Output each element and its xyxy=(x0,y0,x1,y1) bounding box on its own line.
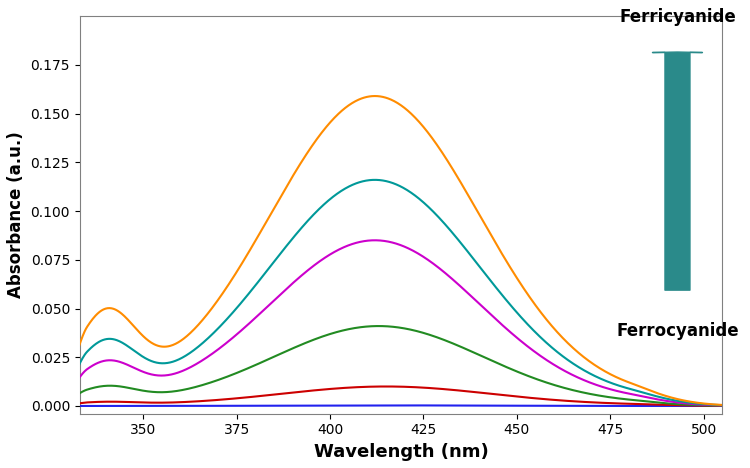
Y-axis label: Absorbance (a.u.): Absorbance (a.u.) xyxy=(7,132,25,298)
Text: Ferricyanide: Ferricyanide xyxy=(619,8,736,26)
X-axis label: Wavelength (nm): Wavelength (nm) xyxy=(314,443,488,461)
Text: Ferrocyanide: Ferrocyanide xyxy=(616,322,739,340)
